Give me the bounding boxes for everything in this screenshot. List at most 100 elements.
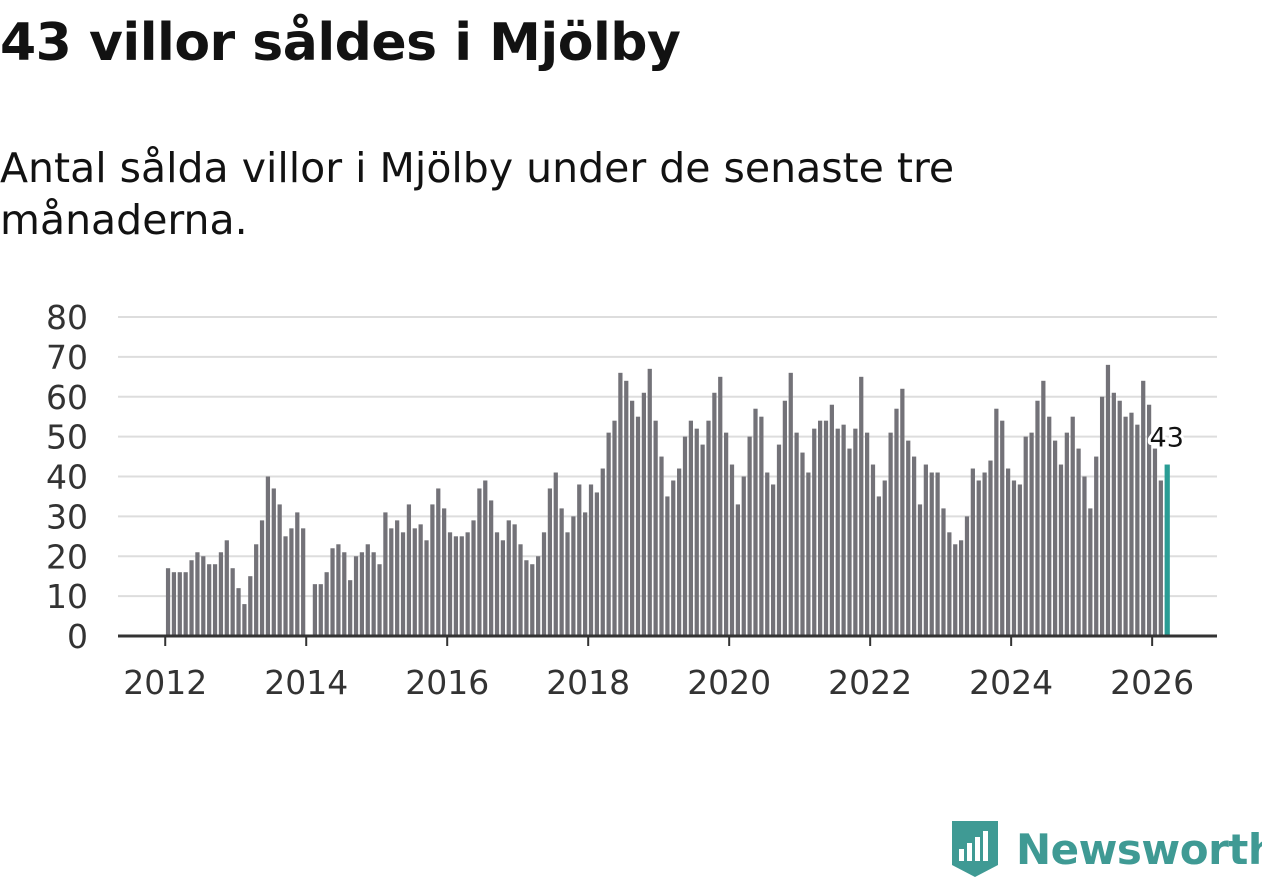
bar	[412, 528, 417, 636]
bar	[700, 444, 705, 636]
bar	[1011, 480, 1017, 636]
bar	[682, 436, 688, 636]
bar	[724, 432, 729, 636]
y-tick-label: 60	[46, 378, 88, 417]
bar	[958, 540, 964, 636]
bar	[735, 504, 740, 636]
bar	[688, 420, 693, 636]
bar	[859, 376, 864, 636]
bar	[236, 588, 241, 636]
bar	[389, 528, 394, 636]
bar	[1088, 508, 1093, 636]
y-tick-label: 50	[46, 418, 88, 457]
bar	[406, 504, 412, 636]
bar	[847, 448, 852, 636]
bar	[201, 556, 206, 636]
bar	[342, 552, 347, 636]
bar	[289, 528, 294, 636]
bar	[841, 424, 846, 636]
bar	[1058, 464, 1064, 636]
bar	[336, 544, 341, 636]
bar	[612, 420, 617, 636]
bar-highlight	[1164, 464, 1170, 636]
bar	[600, 468, 605, 636]
bar	[665, 496, 670, 636]
bar	[365, 544, 370, 636]
bar	[853, 428, 858, 636]
brand-logo: Newsworthy	[950, 818, 1262, 880]
bar	[295, 512, 300, 636]
bar	[312, 584, 318, 636]
bar	[536, 556, 541, 636]
bar	[970, 468, 975, 636]
bar	[1023, 436, 1028, 636]
bar	[1070, 416, 1075, 636]
x-tick-label: 2014	[264, 663, 348, 702]
bar	[741, 476, 746, 636]
bar	[976, 480, 981, 636]
bar	[489, 500, 494, 636]
bar	[718, 376, 723, 636]
bar	[776, 444, 782, 636]
bar	[324, 572, 329, 636]
bar	[218, 552, 224, 636]
bar	[383, 512, 388, 636]
y-tick-label: 70	[46, 338, 88, 377]
bar	[442, 508, 447, 636]
bar	[870, 464, 876, 636]
bar	[1146, 404, 1152, 636]
brand-name: Newsworthy	[1016, 824, 1262, 874]
newsworthy-logo-icon	[952, 821, 998, 877]
bar	[1082, 476, 1087, 636]
bar	[812, 428, 817, 636]
bar	[259, 520, 265, 636]
x-tick-label: 2018	[546, 663, 630, 702]
bar	[230, 568, 235, 636]
bar	[964, 516, 970, 636]
bar	[712, 392, 717, 636]
bar	[477, 488, 482, 636]
bar	[165, 568, 171, 636]
bar	[453, 536, 459, 636]
x-tick-label: 2020	[687, 663, 771, 702]
bar	[706, 420, 711, 636]
bar	[559, 508, 564, 636]
bar	[1017, 484, 1022, 636]
bar	[606, 432, 611, 636]
bar	[553, 472, 558, 636]
bar	[876, 496, 881, 636]
bar	[224, 540, 229, 636]
chart-title: 43 villor såldes i Mjölby	[0, 13, 681, 73]
bar	[353, 556, 359, 636]
bar	[835, 428, 840, 636]
bar	[1047, 416, 1052, 636]
bar	[283, 536, 288, 636]
x-tick-label: 2026	[1110, 663, 1194, 702]
bar	[183, 572, 188, 636]
bar	[465, 532, 470, 636]
bar	[747, 436, 752, 636]
bar	[588, 484, 594, 636]
bar	[400, 532, 406, 636]
bar	[988, 460, 993, 636]
bar	[571, 516, 576, 636]
bar	[565, 532, 570, 636]
bar	[371, 552, 376, 636]
bar	[906, 440, 911, 636]
bar	[994, 408, 999, 636]
bar	[471, 520, 476, 636]
bar	[782, 400, 787, 636]
bar	[641, 392, 646, 636]
bar	[594, 492, 600, 636]
bar	[1005, 468, 1011, 636]
bar	[1135, 424, 1140, 636]
bar	[348, 580, 353, 636]
bar	[894, 408, 899, 636]
bar	[459, 536, 464, 636]
y-tick-label: 0	[67, 617, 88, 656]
bar	[359, 552, 365, 636]
bar	[1094, 456, 1099, 636]
bar	[207, 564, 212, 636]
bar	[1029, 432, 1034, 636]
